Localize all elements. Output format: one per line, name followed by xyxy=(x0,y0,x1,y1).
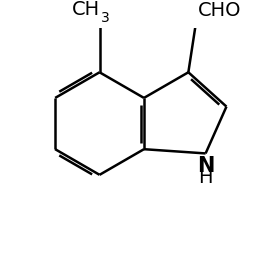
Text: 3: 3 xyxy=(101,11,110,25)
Text: CH: CH xyxy=(72,0,100,19)
Text: N: N xyxy=(197,156,214,176)
Text: H: H xyxy=(198,168,213,187)
Text: CHO: CHO xyxy=(198,1,242,20)
